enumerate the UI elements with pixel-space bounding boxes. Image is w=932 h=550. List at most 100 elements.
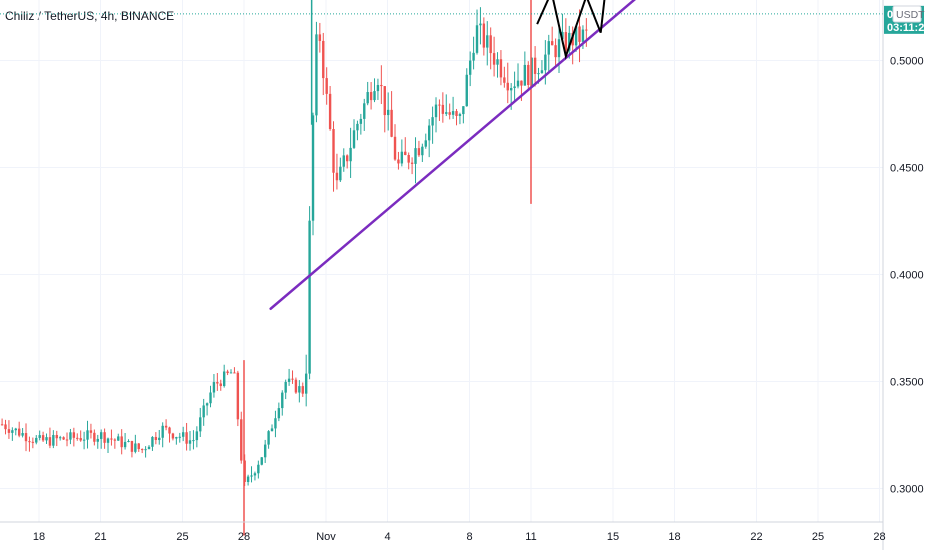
candle-body <box>438 104 441 106</box>
time-tick-label: 25 <box>176 531 188 543</box>
candle-body <box>294 379 298 393</box>
candle-body <box>147 446 151 450</box>
candle-body <box>140 449 144 451</box>
candle-body <box>503 77 506 83</box>
candle-body <box>561 32 564 40</box>
candle-body <box>410 162 414 164</box>
candle-body <box>185 432 188 444</box>
candle-body <box>315 34 318 116</box>
candle-body <box>110 438 113 440</box>
candle-body <box>380 84 383 87</box>
candle-body <box>441 104 445 114</box>
candle-body <box>28 441 31 443</box>
candle-body <box>144 449 147 451</box>
candle-body <box>164 425 168 428</box>
currency-box <box>892 5 922 23</box>
candle-body <box>537 73 540 75</box>
candle-body <box>263 444 267 458</box>
candle-body <box>178 436 181 438</box>
candle-body <box>533 57 537 74</box>
candle-body <box>383 86 386 116</box>
candle-body <box>48 437 52 446</box>
candle-body <box>287 378 291 382</box>
candle-body <box>585 29 588 31</box>
candle-body <box>58 437 62 439</box>
candle-body <box>513 86 516 89</box>
candle-body <box>523 64 527 86</box>
time-tick-label: 4 <box>384 531 390 543</box>
candle-body <box>82 439 86 441</box>
candle-body <box>325 78 328 94</box>
candle-body <box>489 35 492 54</box>
candle-body <box>475 25 479 53</box>
candle-body <box>233 372 236 374</box>
candle-body <box>455 111 458 116</box>
candle-body <box>62 437 65 440</box>
candle-body <box>427 125 431 141</box>
candle-body <box>509 88 513 91</box>
candle-body <box>168 427 171 434</box>
candle-body <box>45 437 48 441</box>
projected-path-line <box>536 0 606 60</box>
candle-body <box>540 70 544 74</box>
candle-body <box>65 439 69 441</box>
candle-body <box>339 166 342 181</box>
candle-body <box>161 425 164 438</box>
candle-body <box>171 433 175 439</box>
candle-body <box>499 59 503 78</box>
candle-body <box>130 440 134 452</box>
candle-body <box>4 424 7 430</box>
candle-body <box>281 392 284 409</box>
candle-body <box>318 34 322 41</box>
triangle-lower-line <box>269 0 636 310</box>
candle-body <box>257 464 260 474</box>
candle-body <box>216 382 219 384</box>
candle-body <box>86 430 89 440</box>
candle-body <box>31 441 35 443</box>
candle-body <box>93 432 96 442</box>
candle-body <box>41 435 45 441</box>
candle-body <box>99 432 103 439</box>
candle-body <box>96 438 99 442</box>
candle-body <box>417 148 421 156</box>
candle-body <box>7 429 11 433</box>
candle-body <box>205 403 209 406</box>
candle-body <box>202 405 205 418</box>
candle-body <box>222 371 226 387</box>
time-tick-label: 18 <box>668 531 680 543</box>
candle-body <box>328 93 332 130</box>
candle-body <box>38 435 41 438</box>
candle-body <box>557 39 561 58</box>
candle-body <box>342 155 345 167</box>
candle-body <box>209 392 212 404</box>
candle-body <box>274 418 277 429</box>
candle-body <box>127 440 130 442</box>
candle-body <box>492 53 496 65</box>
candle-body <box>574 26 578 46</box>
candle-body <box>393 136 397 160</box>
candle-body <box>407 154 410 163</box>
candle-body <box>359 118 363 124</box>
candle-body <box>199 417 202 432</box>
candle-body <box>304 373 308 394</box>
candle-body <box>356 123 359 131</box>
candle-body <box>465 74 468 107</box>
candle-body <box>486 35 489 48</box>
candle-body <box>322 40 325 79</box>
candle-body <box>414 148 417 164</box>
candle-body <box>479 23 482 26</box>
candle-body <box>434 104 438 118</box>
candle-body <box>335 172 339 181</box>
candle-body <box>181 432 185 437</box>
time-tick-label: 28 <box>238 531 250 543</box>
candle-body <box>76 437 79 439</box>
candle-body <box>448 112 451 115</box>
candle-body <box>284 381 287 393</box>
candle-body <box>103 432 106 443</box>
candle-body <box>544 54 547 71</box>
candle-body <box>188 440 192 444</box>
candle-body <box>219 383 222 387</box>
candle-body <box>158 437 161 441</box>
candle-body <box>308 220 311 374</box>
